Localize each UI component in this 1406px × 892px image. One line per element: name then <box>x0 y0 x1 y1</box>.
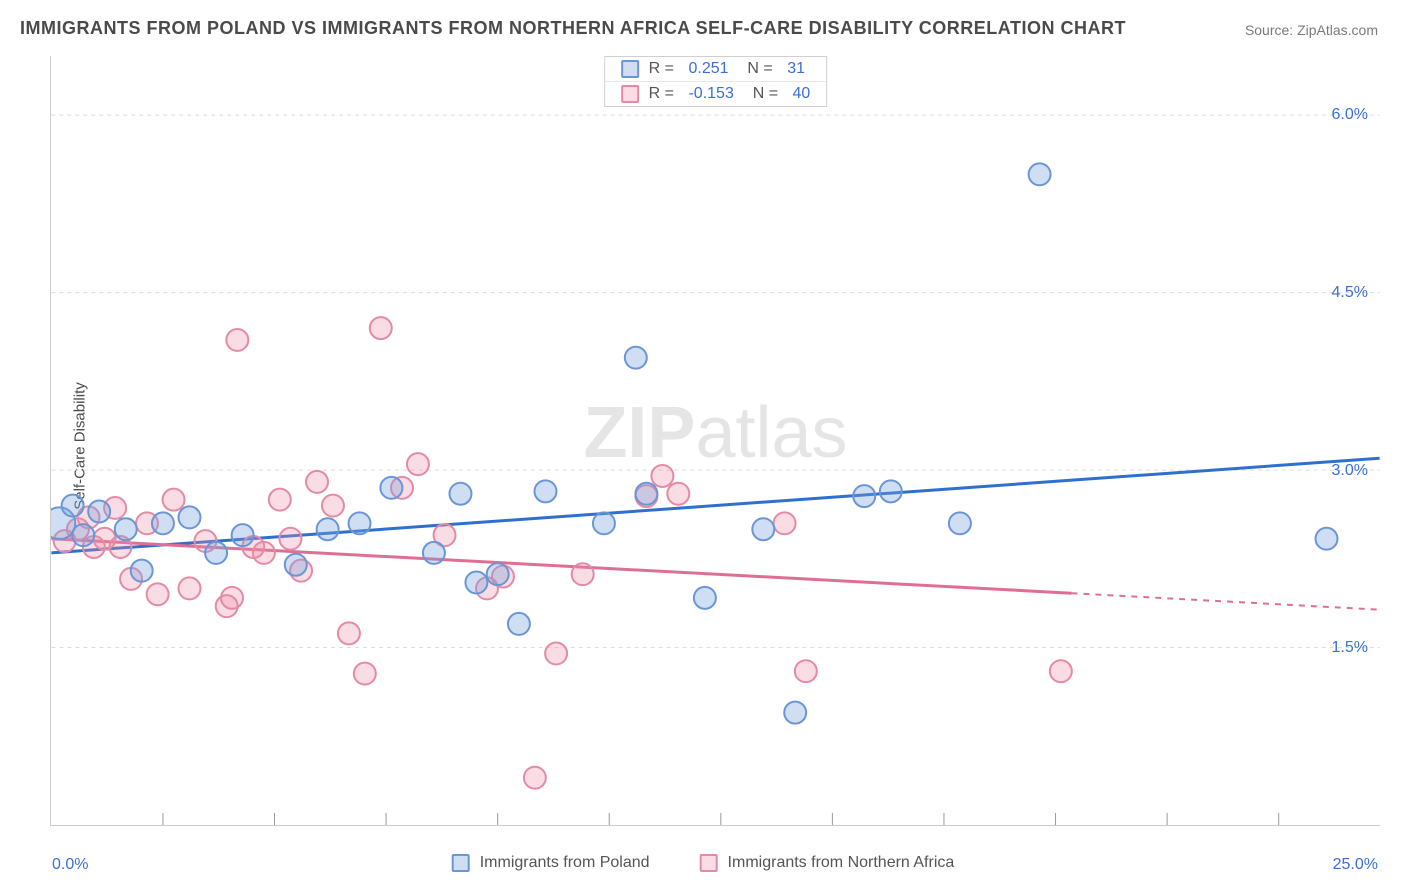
swatch-blue <box>621 60 639 78</box>
legend-swatch-blue <box>452 854 470 872</box>
stats-n-label: N = <box>739 60 778 78</box>
chart-container: IMMIGRANTS FROM POLAND VS IMMIGRANTS FRO… <box>0 0 1406 892</box>
stats-r-label: R = <box>649 85 679 103</box>
legend-label-pink: Immigrants from Northern Africa <box>728 854 955 872</box>
y-tick-label: 6.0% <box>1332 106 1368 124</box>
x-axis-min: 0.0% <box>52 856 88 874</box>
y-tick-label: 1.5% <box>1332 639 1368 657</box>
swatch-pink <box>621 85 639 103</box>
stats-row-blue: R = 0.251 N = 31 <box>605 57 827 81</box>
y-tick-label: 4.5% <box>1332 284 1368 302</box>
legend-label-blue: Immigrants from Poland <box>480 854 650 872</box>
stats-n-pink: 40 <box>793 85 811 103</box>
x-axis-max: 25.0% <box>1333 856 1378 874</box>
stats-n-label: N = <box>744 85 783 103</box>
stats-box: R = 0.251 N = 31 R = -0.153 N = 40 <box>604 56 828 107</box>
legend-item-pink: Immigrants from Northern Africa <box>700 854 955 872</box>
stats-row-pink: R = -0.153 N = 40 <box>605 81 827 106</box>
plot-area: ZIPatlas R = 0.251 N = 31 R = -0.153 N =… <box>50 56 1380 826</box>
y-tick-label: 3.0% <box>1332 462 1368 480</box>
stats-r-blue: 0.251 <box>688 60 728 78</box>
stats-n-blue: 31 <box>787 60 805 78</box>
source-label: Source: ZipAtlas.com <box>1245 22 1378 38</box>
legend: Immigrants from Poland Immigrants from N… <box>452 854 955 872</box>
legend-swatch-pink <box>700 854 718 872</box>
stats-r-pink: -0.153 <box>688 85 733 103</box>
plot-svg <box>51 56 1380 825</box>
stats-r-label: R = <box>649 60 679 78</box>
chart-title: IMMIGRANTS FROM POLAND VS IMMIGRANTS FRO… <box>20 18 1126 39</box>
legend-item-blue: Immigrants from Poland <box>452 854 650 872</box>
